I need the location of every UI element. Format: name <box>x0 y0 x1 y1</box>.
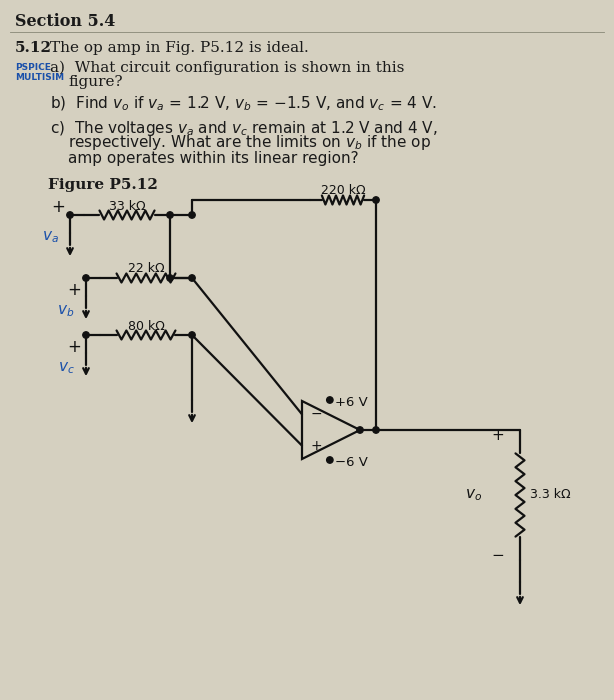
Circle shape <box>83 332 89 338</box>
Circle shape <box>327 457 333 463</box>
Text: +: + <box>492 428 504 442</box>
Circle shape <box>327 397 333 403</box>
Text: 22 kΩ: 22 kΩ <box>128 262 165 276</box>
Text: 220 kΩ: 220 kΩ <box>321 185 365 197</box>
Text: 5.12: 5.12 <box>15 41 52 55</box>
Text: b)  Find $v_o$ if $v_a$ = 1.2 V, $v_b$ = $-$1.5 V, and $v_c$ = 4 V.: b) Find $v_o$ if $v_a$ = 1.2 V, $v_b$ = … <box>50 94 437 113</box>
Text: 3.3 kΩ: 3.3 kΩ <box>530 489 570 501</box>
Text: −: − <box>492 547 504 563</box>
Text: c)  The voltages $v_a$ and $v_c$ remain at 1.2 V and 4 V,: c) The voltages $v_a$ and $v_c$ remain a… <box>50 118 438 137</box>
Circle shape <box>357 427 363 433</box>
Circle shape <box>188 275 195 281</box>
Text: $v_a$: $v_a$ <box>42 229 58 245</box>
Text: $v_c$: $v_c$ <box>58 360 74 376</box>
Text: PSPICE: PSPICE <box>15 64 51 73</box>
Text: +: + <box>311 439 322 453</box>
Text: +: + <box>67 281 81 299</box>
Text: −6 V: −6 V <box>335 456 368 468</box>
Circle shape <box>67 212 73 218</box>
Text: 80 kΩ: 80 kΩ <box>128 319 165 332</box>
Circle shape <box>373 197 379 203</box>
Text: Section 5.4: Section 5.4 <box>15 13 115 31</box>
Text: +: + <box>51 198 65 216</box>
Text: Figure P5.12: Figure P5.12 <box>48 178 158 192</box>
Circle shape <box>167 275 173 281</box>
Text: $v_b$: $v_b$ <box>57 303 75 319</box>
Circle shape <box>83 275 89 281</box>
Circle shape <box>188 332 195 338</box>
Circle shape <box>188 212 195 218</box>
Circle shape <box>167 212 173 218</box>
Text: +6 V: +6 V <box>335 395 368 409</box>
Text: respectively. What are the limits on $v_b$ if the op: respectively. What are the limits on $v_… <box>68 134 431 153</box>
Text: figure?: figure? <box>68 75 123 89</box>
Circle shape <box>373 427 379 433</box>
Text: −: − <box>311 407 322 421</box>
Text: +: + <box>67 338 81 356</box>
Text: MULTISIM: MULTISIM <box>15 74 64 83</box>
Text: $v_o$: $v_o$ <box>465 487 482 503</box>
Text: amp operates within its linear region?: amp operates within its linear region? <box>68 150 359 165</box>
Text: a)  What circuit configuration is shown in this: a) What circuit configuration is shown i… <box>50 61 405 75</box>
Text: 33 kΩ: 33 kΩ <box>109 199 146 213</box>
Text: The op amp in Fig. P5.12 is ideal.: The op amp in Fig. P5.12 is ideal. <box>50 41 309 55</box>
